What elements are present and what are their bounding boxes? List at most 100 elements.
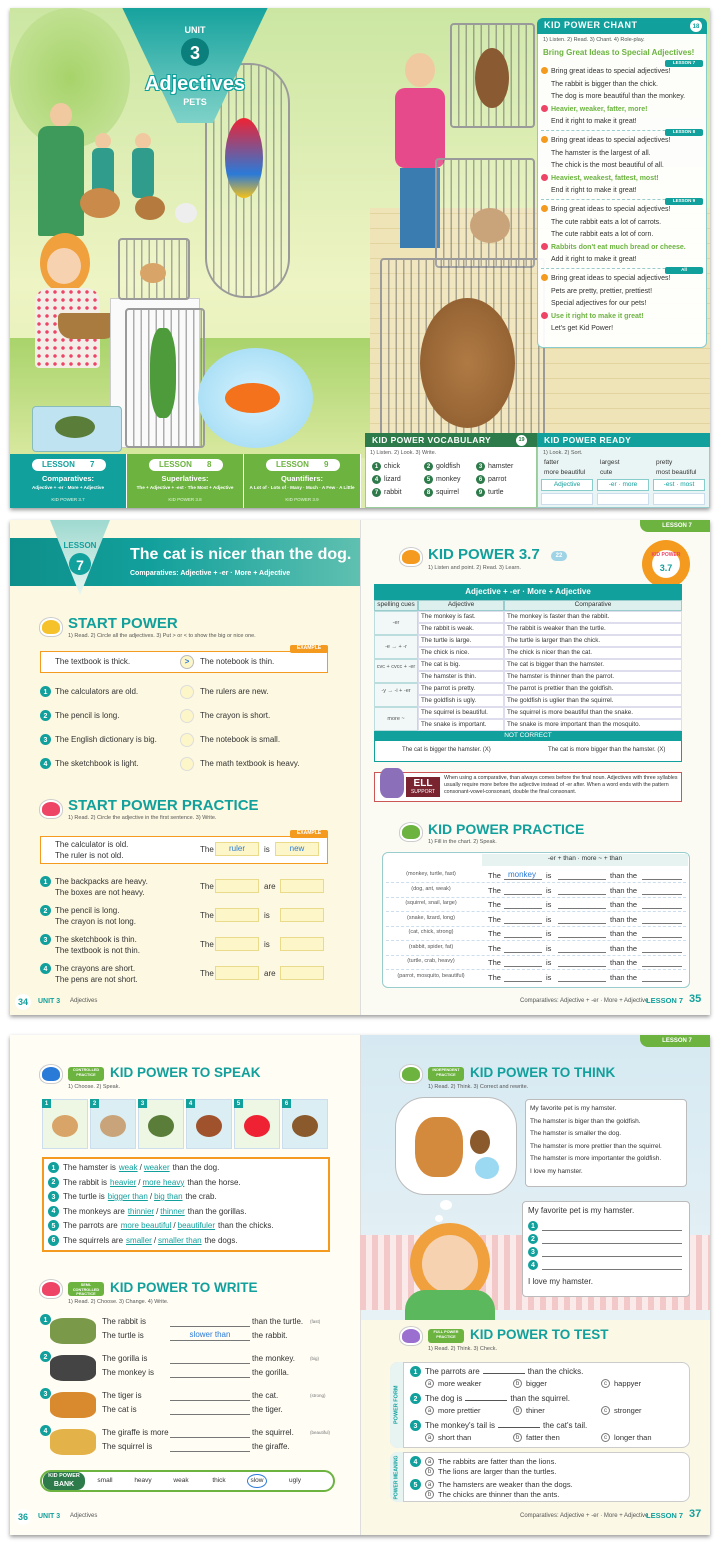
vocabulary-number-circle xyxy=(372,488,381,497)
item-verb: are xyxy=(264,882,276,891)
practice-clue: (parrot, mosquito, beautiful) xyxy=(397,972,465,979)
answer-box xyxy=(215,966,259,980)
table-header-cell xyxy=(504,600,682,611)
chant-line: Special adjectives for our pets! xyxy=(551,300,647,307)
item-right: The math textbook is heavy. xyxy=(200,759,300,768)
option-text: The lions are larger than the turtles. xyxy=(438,1467,557,1476)
item-number-circle xyxy=(40,1425,51,1436)
chant-line: Bring great ideas to special adjectives! xyxy=(551,206,671,213)
practice-table xyxy=(382,852,690,988)
lesson-tab-label: LESSON 7 xyxy=(662,1038,692,1044)
option-text: fatter then xyxy=(526,1433,560,1442)
badge-top: KID POWER xyxy=(651,552,681,558)
chant-title-bar xyxy=(537,18,707,34)
practice-answer: monkey xyxy=(507,870,537,879)
lesson-title: The cat is nicer than the dog. xyxy=(130,546,352,563)
rewrite-number: 3 xyxy=(531,1249,535,1256)
item-number-circle xyxy=(48,1191,59,1202)
separator: / xyxy=(149,1192,153,1201)
table-header: spelling cues xyxy=(377,601,415,608)
item-number: 5 xyxy=(51,1222,56,1230)
item-number-circle xyxy=(40,934,51,945)
meaning-label-bar xyxy=(390,1452,404,1502)
comparative-sentence: The hamster is thinner than the parrot. xyxy=(507,673,615,680)
dog xyxy=(135,196,165,220)
ready-answer-box xyxy=(541,479,593,491)
table-cue-cell xyxy=(374,611,418,635)
lesson-label: LESSON xyxy=(42,460,75,469)
write-start: The squirrel is xyxy=(102,1442,153,1451)
blank-line xyxy=(170,1437,250,1438)
sentence-start: The parrots are xyxy=(63,1221,118,1230)
pet-picture xyxy=(292,1115,318,1137)
practice-clue: (squirrel, snail, large) xyxy=(405,900,457,906)
vocabulary-number: 9 xyxy=(478,490,483,496)
lesson-label: LESSON xyxy=(276,460,309,469)
lizard xyxy=(150,328,176,418)
lesson-number: 9 xyxy=(324,460,329,469)
item-first: The backpacks are heavy. xyxy=(55,877,148,886)
vocabulary-number: 3 xyxy=(478,464,483,470)
blank xyxy=(465,1400,508,1401)
write-end: the giraffe. xyxy=(252,1442,290,1451)
option-letter: b xyxy=(515,1380,520,1387)
choice: thinnier xyxy=(127,1206,155,1216)
option-circle xyxy=(425,1490,434,1499)
lesson-detail: Adjective + -er · More + Adjective xyxy=(31,485,105,490)
lesson-label: LESSON xyxy=(159,460,192,469)
row-divider xyxy=(386,896,686,898)
blank-line xyxy=(504,908,542,909)
template-word: than the xyxy=(610,958,638,967)
section-title: START POWER PRACTICE xyxy=(68,797,259,814)
example-tag xyxy=(290,830,328,838)
sentence: The squirrels are smaller / smaller than the… xyxy=(63,1236,238,1245)
template-word: is xyxy=(546,958,552,967)
lesson-code: KID POWER 3.8 xyxy=(168,497,202,502)
meaning-label: POWER MEANING xyxy=(393,1455,400,1500)
unit-title: Adjectives xyxy=(144,73,246,95)
chant-line: Use it right to make it great! xyxy=(551,312,644,320)
boy-head xyxy=(405,53,435,87)
unit-number: 3 xyxy=(189,42,201,63)
blank-line xyxy=(504,937,542,938)
section-icon xyxy=(40,618,62,636)
adjective-sentence: The cat is big. xyxy=(421,661,461,668)
rewrite-box xyxy=(522,1201,690,1297)
item-number-circle xyxy=(40,710,51,721)
option-letter: c xyxy=(604,1380,607,1387)
section-instructions: 1) Read. 2) Think. 3) Check. xyxy=(428,1346,497,1352)
item-number: 3 xyxy=(51,1193,56,1201)
blank-line xyxy=(558,908,606,909)
speaker-icon xyxy=(541,242,548,250)
practice-clue: (snake, lizard, long) xyxy=(407,914,455,921)
sentence-start: The turtle is xyxy=(63,1192,105,1201)
blank-line xyxy=(642,937,682,938)
item-number-circle xyxy=(40,686,51,697)
chant-line: Rabbits don't eat much bread or cheese. xyxy=(551,243,686,251)
item-first: The crayons are short. xyxy=(55,964,136,973)
choice: thinner xyxy=(160,1206,185,1216)
item-second: The boxes are not heavy. xyxy=(55,888,145,897)
turtle-tank xyxy=(32,406,122,452)
verse-tag-box xyxy=(665,129,703,136)
speaker-icon xyxy=(541,311,548,319)
option-circle xyxy=(601,1406,610,1415)
template-word: The xyxy=(488,929,501,938)
item-number: 2 xyxy=(43,712,48,720)
picture-number: 5 xyxy=(236,1100,241,1107)
chant-instructions: 1) Listen. 2) Read. 3) Chant. 4) Role-pl… xyxy=(543,37,645,43)
lesson-tab xyxy=(640,520,710,532)
section-title: KID POWER PRACTICE xyxy=(428,821,585,837)
item-number-circle xyxy=(410,1479,421,1490)
option-letter: b xyxy=(427,1468,432,1475)
comparative-sentence: The chick is nicer than the cat. xyxy=(507,649,593,656)
ell-text: When using a comparative, than always co… xyxy=(444,775,678,795)
row-divider xyxy=(386,925,686,927)
option-circle xyxy=(425,1379,434,1388)
item-number: 4 xyxy=(43,760,48,768)
item-number: 1 xyxy=(43,1316,48,1324)
template-word: is xyxy=(546,972,552,982)
template-word: is xyxy=(546,943,552,953)
template-word: is xyxy=(546,885,552,895)
vocabulary-word: lizard xyxy=(384,476,401,483)
